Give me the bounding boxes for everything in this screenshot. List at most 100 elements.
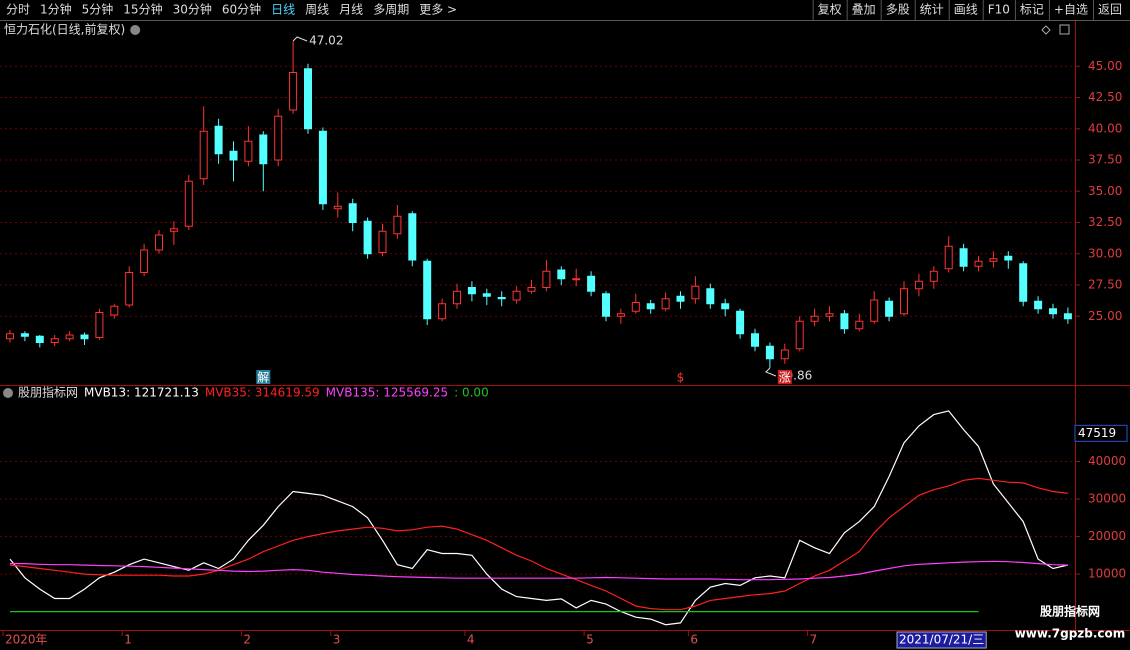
- candle-body: [6, 333, 14, 340]
- toolbar-tab[interactable]: 15分钟: [123, 2, 162, 17]
- event-box: [256, 370, 271, 384]
- event-marker[interactable]: $: [677, 371, 685, 385]
- candle-body: [1063, 313, 1072, 320]
- x-tick-label: 3: [333, 633, 341, 647]
- candle-body: [795, 320, 804, 350]
- y-tick-label: 25.00: [1088, 309, 1122, 323]
- legend-entry: MVB35: 314619.59: [205, 386, 320, 400]
- candle-body: [80, 334, 89, 340]
- event-box: [777, 370, 792, 384]
- dropdown-icon[interactable]: [3, 388, 13, 398]
- toolbar-tab[interactable]: 1分钟: [40, 2, 72, 17]
- candle-body: [497, 297, 506, 300]
- candle-body: [423, 260, 432, 320]
- toolbar-tab[interactable]: 月线: [339, 3, 363, 17]
- candle-body: [527, 287, 536, 292]
- dropdown-icon[interactable]: [130, 25, 141, 35]
- toolbar-button[interactable]: 统计: [920, 3, 944, 17]
- indicator-title: 股朋指标网: [18, 385, 78, 400]
- candle-body: [1004, 255, 1013, 261]
- candle-body: [229, 150, 238, 161]
- candle-body: [304, 68, 312, 130]
- y-tick-label: 45.00: [1088, 59, 1122, 73]
- watermark-title: 股朋指标网: [1040, 604, 1100, 619]
- candle-body: [929, 270, 938, 282]
- candle-body: [676, 295, 685, 302]
- toolbar-tab[interactable]: 多周期: [373, 3, 409, 17]
- toolbar-button[interactable]: F10: [988, 3, 1010, 17]
- x-tick-label: 2: [243, 633, 251, 647]
- candle-body: [289, 72, 298, 111]
- toolbar-button[interactable]: 多股: [886, 3, 910, 17]
- candle-body: [65, 334, 74, 340]
- annotation-arrow: [765, 367, 777, 377]
- candle-body: [959, 248, 968, 267]
- candle-body: [840, 313, 849, 330]
- legend-entry: : 0.00: [454, 386, 489, 400]
- event-marker[interactable]: 解: [257, 371, 269, 385]
- candle-body: [408, 213, 417, 261]
- candle-body: [35, 335, 44, 343]
- cursor-value: 47519: [1078, 426, 1116, 440]
- chart-title: 恒力石化(日线,前复权): [4, 22, 125, 37]
- toolbar-button[interactable]: 返回: [1098, 3, 1122, 17]
- candle-body: [50, 338, 59, 343]
- candle-body: [587, 275, 596, 292]
- candle-body: [1019, 263, 1028, 302]
- y-tick-label: 40000: [1088, 454, 1126, 468]
- candle-body: [557, 269, 566, 280]
- x-tick-label: 4: [467, 633, 475, 647]
- watermark-url: www.7gpzb.com: [1015, 627, 1126, 641]
- y-tick-label: 40.00: [1088, 121, 1122, 135]
- candle-body: [646, 303, 655, 310]
- candle-body: [20, 333, 29, 337]
- y-tick-label: 32.50: [1088, 215, 1122, 229]
- toolbar-tab[interactable]: 60分钟: [222, 2, 261, 17]
- indicator-line: [10, 560, 1068, 581]
- candle-body: [810, 315, 819, 322]
- toolbar-tab[interactable]: 分时: [6, 3, 30, 17]
- candle-body: [870, 299, 879, 322]
- candle-body: [1034, 300, 1043, 310]
- toolbar-button[interactable]: 叠加: [852, 3, 876, 17]
- x-tick-label: 6: [690, 633, 698, 647]
- event-marker[interactable]: 涨: [779, 370, 791, 385]
- candle-body: [482, 293, 491, 297]
- candle-body: [616, 313, 625, 317]
- toolbar-tab[interactable]: 周线: [305, 3, 329, 17]
- candle-body: [944, 245, 953, 270]
- y-tick-label: 35.00: [1088, 184, 1122, 198]
- y-tick-label: 37.50: [1088, 153, 1122, 167]
- candle-body: [706, 288, 715, 305]
- toolbar-button[interactable]: +自选: [1054, 3, 1088, 17]
- legend-entry: MVB13: 121721.13: [84, 386, 199, 400]
- candle-body: [199, 130, 208, 180]
- candle-body: [214, 125, 223, 155]
- candle-body: [378, 230, 387, 253]
- candle-body: [825, 313, 834, 317]
- candle-body: [244, 140, 253, 162]
- candle-body: [363, 220, 372, 255]
- candle-body: [661, 298, 670, 310]
- y-tick-label: 42.50: [1088, 90, 1122, 104]
- candle-body: [974, 260, 983, 267]
- toolbar-button[interactable]: 画线: [954, 3, 978, 17]
- candle-body: [95, 312, 104, 338]
- toolbar-button[interactable]: 复权: [818, 3, 842, 17]
- candle-body: [333, 205, 342, 210]
- candle-body: [1049, 308, 1057, 315]
- icon-window[interactable]: [1059, 24, 1070, 35]
- toolbar-tab[interactable]: 更多 >: [419, 3, 457, 17]
- candle-body: [900, 288, 908, 315]
- icon-diamond[interactable]: [1041, 25, 1051, 35]
- legend-entry: MVB135: 125569.25: [326, 386, 448, 400]
- toolbar-tab[interactable]: 日线: [271, 3, 295, 17]
- toolbar-tab[interactable]: 5分钟: [82, 2, 114, 17]
- candle-body: [274, 115, 283, 161]
- high-annotation: 47.02: [309, 34, 343, 48]
- candle-body: [348, 203, 357, 223]
- toolbar-tab[interactable]: 30分钟: [173, 2, 212, 17]
- toolbar-button[interactable]: 标记: [1020, 3, 1044, 17]
